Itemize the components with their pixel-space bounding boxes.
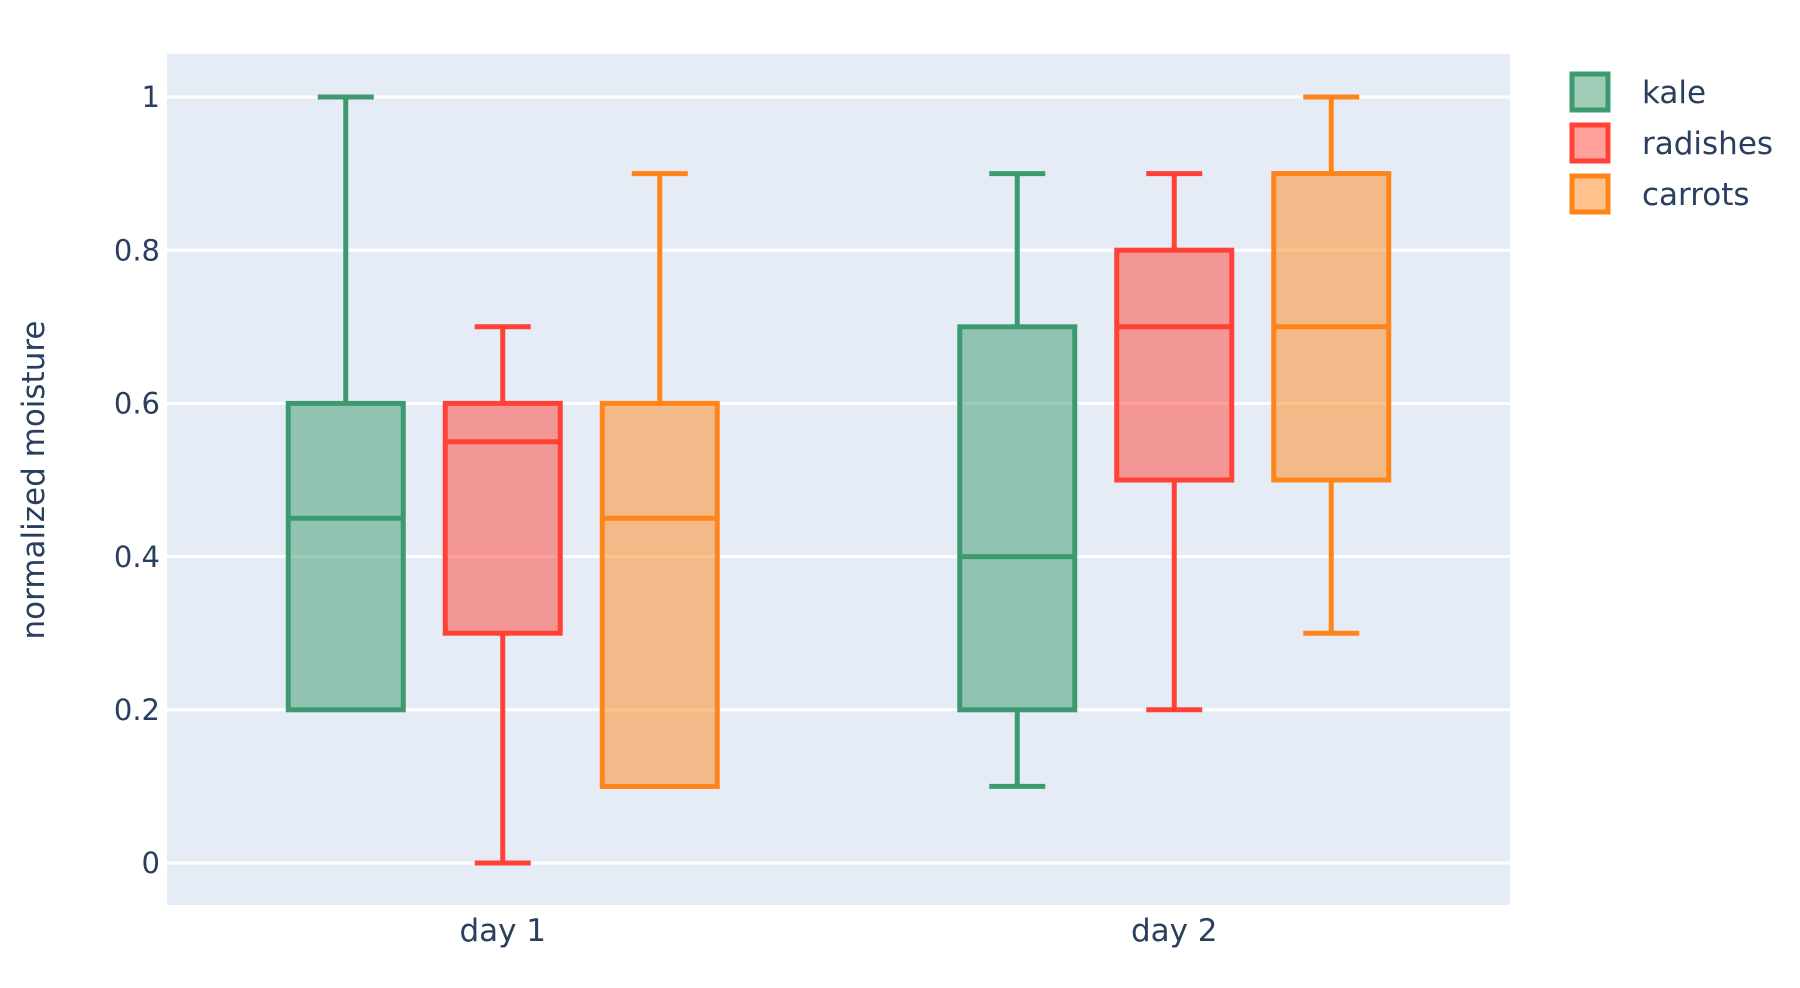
y-tick-label: 0 — [142, 846, 160, 880]
box-kale-day-2[interactable] — [957, 171, 1078, 789]
legend-swatch — [1569, 122, 1611, 164]
legend-swatch — [1569, 71, 1611, 113]
x-tick-label: day 2 — [1131, 913, 1218, 949]
y-axis-title: normalized moisture — [16, 321, 52, 640]
legend-label: radishes — [1642, 126, 1773, 162]
y-tick-label: 0.6 — [114, 387, 160, 421]
legend-item-carrots[interactable]: carrots — [1569, 173, 1750, 215]
y-tick-label: 1 — [142, 80, 160, 114]
legend-label: kale — [1642, 75, 1706, 111]
legend-item-kale[interactable]: kale — [1569, 71, 1706, 113]
box-radishes-day-2[interactable] — [1114, 171, 1235, 713]
box-kale-day-1[interactable] — [285, 94, 406, 713]
box-carrots-day-2[interactable] — [1271, 94, 1392, 636]
x-tick-label: day 1 — [459, 913, 546, 949]
box-rect — [442, 400, 563, 636]
legend-swatch — [1569, 173, 1611, 215]
y-tick-label: 0.2 — [114, 693, 160, 727]
box-carrots-day-1[interactable] — [599, 171, 720, 789]
box-rect — [285, 400, 406, 713]
box-radishes-day-1[interactable] — [442, 324, 563, 866]
box-rect — [599, 400, 720, 789]
legend: kale radishes carrots — [1569, 71, 1773, 215]
box-rect — [1114, 247, 1235, 483]
legend-label: carrots — [1642, 177, 1750, 213]
legend-item-radishes[interactable]: radishes — [1569, 122, 1773, 164]
y-tick-label: 0.4 — [114, 540, 160, 574]
y-tick-label: 0.8 — [114, 233, 160, 267]
box-rect — [957, 324, 1078, 713]
